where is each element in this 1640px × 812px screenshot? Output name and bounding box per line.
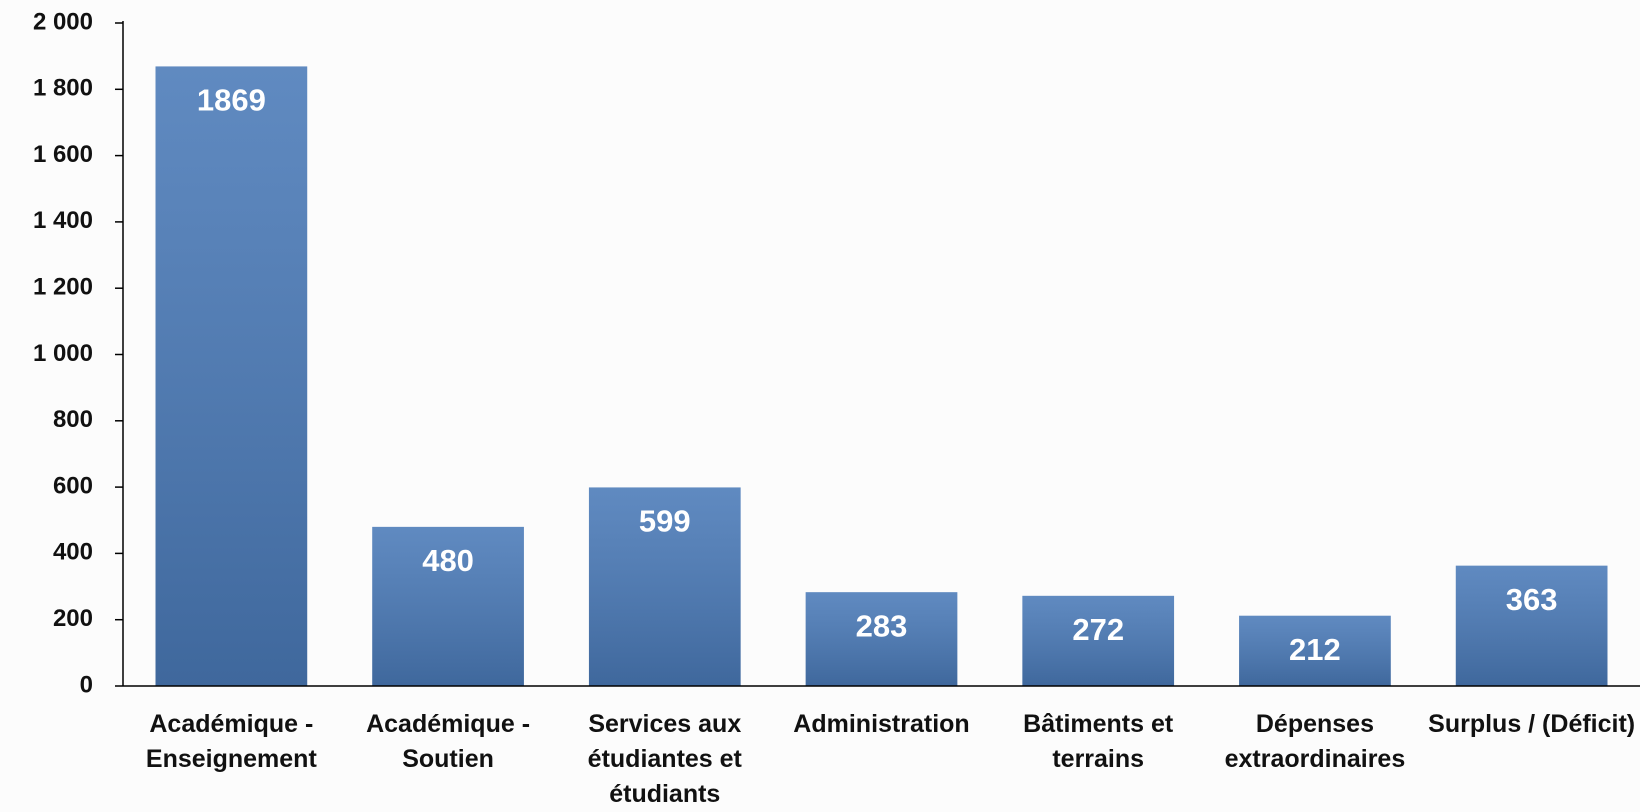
y-tick-label: 1 000 (33, 340, 93, 367)
value-label: 363 (1506, 582, 1558, 617)
y-tick-label: 1 200 (33, 274, 93, 301)
value-label: 272 (1072, 612, 1124, 647)
y-tick-label: 1 800 (33, 75, 93, 102)
y-tick-label: 1 400 (33, 207, 93, 234)
bar-shade (805, 592, 958, 686)
bar-shade (1022, 595, 1175, 686)
y-tick-label: 2 000 (33, 8, 93, 35)
x-tick-label: Surplus / (Déficit) (1428, 710, 1636, 738)
x-tick-label: Administration (793, 710, 970, 738)
value-label: 212 (1289, 632, 1341, 667)
x-tick-label: Bâtiments et terrains (1023, 710, 1174, 773)
y-tick-label: 400 (53, 539, 93, 566)
y-tick-label: 1 600 (33, 141, 93, 168)
x-tick-label: Services aux étudiantes et étudiants (587, 710, 742, 808)
y-tick-label: 0 (80, 671, 93, 698)
x-tick-label: Académique - Enseignement (145, 710, 317, 773)
bar-shade (1239, 615, 1391, 686)
y-tick-label: 800 (53, 406, 93, 433)
bar-shade (155, 66, 308, 686)
y-tick-label: 600 (53, 472, 93, 499)
value-label: 480 (422, 543, 474, 578)
bar-shade (1455, 565, 1608, 686)
y-tick-label: 200 (53, 605, 93, 632)
value-label: 599 (639, 504, 691, 539)
x-tick-label: Académique - Soutien (366, 710, 531, 773)
bar-shade (588, 487, 741, 686)
value-label: 283 (856, 608, 908, 643)
bar-shade (372, 526, 524, 686)
value-label: 1869 (197, 83, 266, 118)
x-tick-label: Dépenses extraordinaires (1224, 710, 1406, 773)
